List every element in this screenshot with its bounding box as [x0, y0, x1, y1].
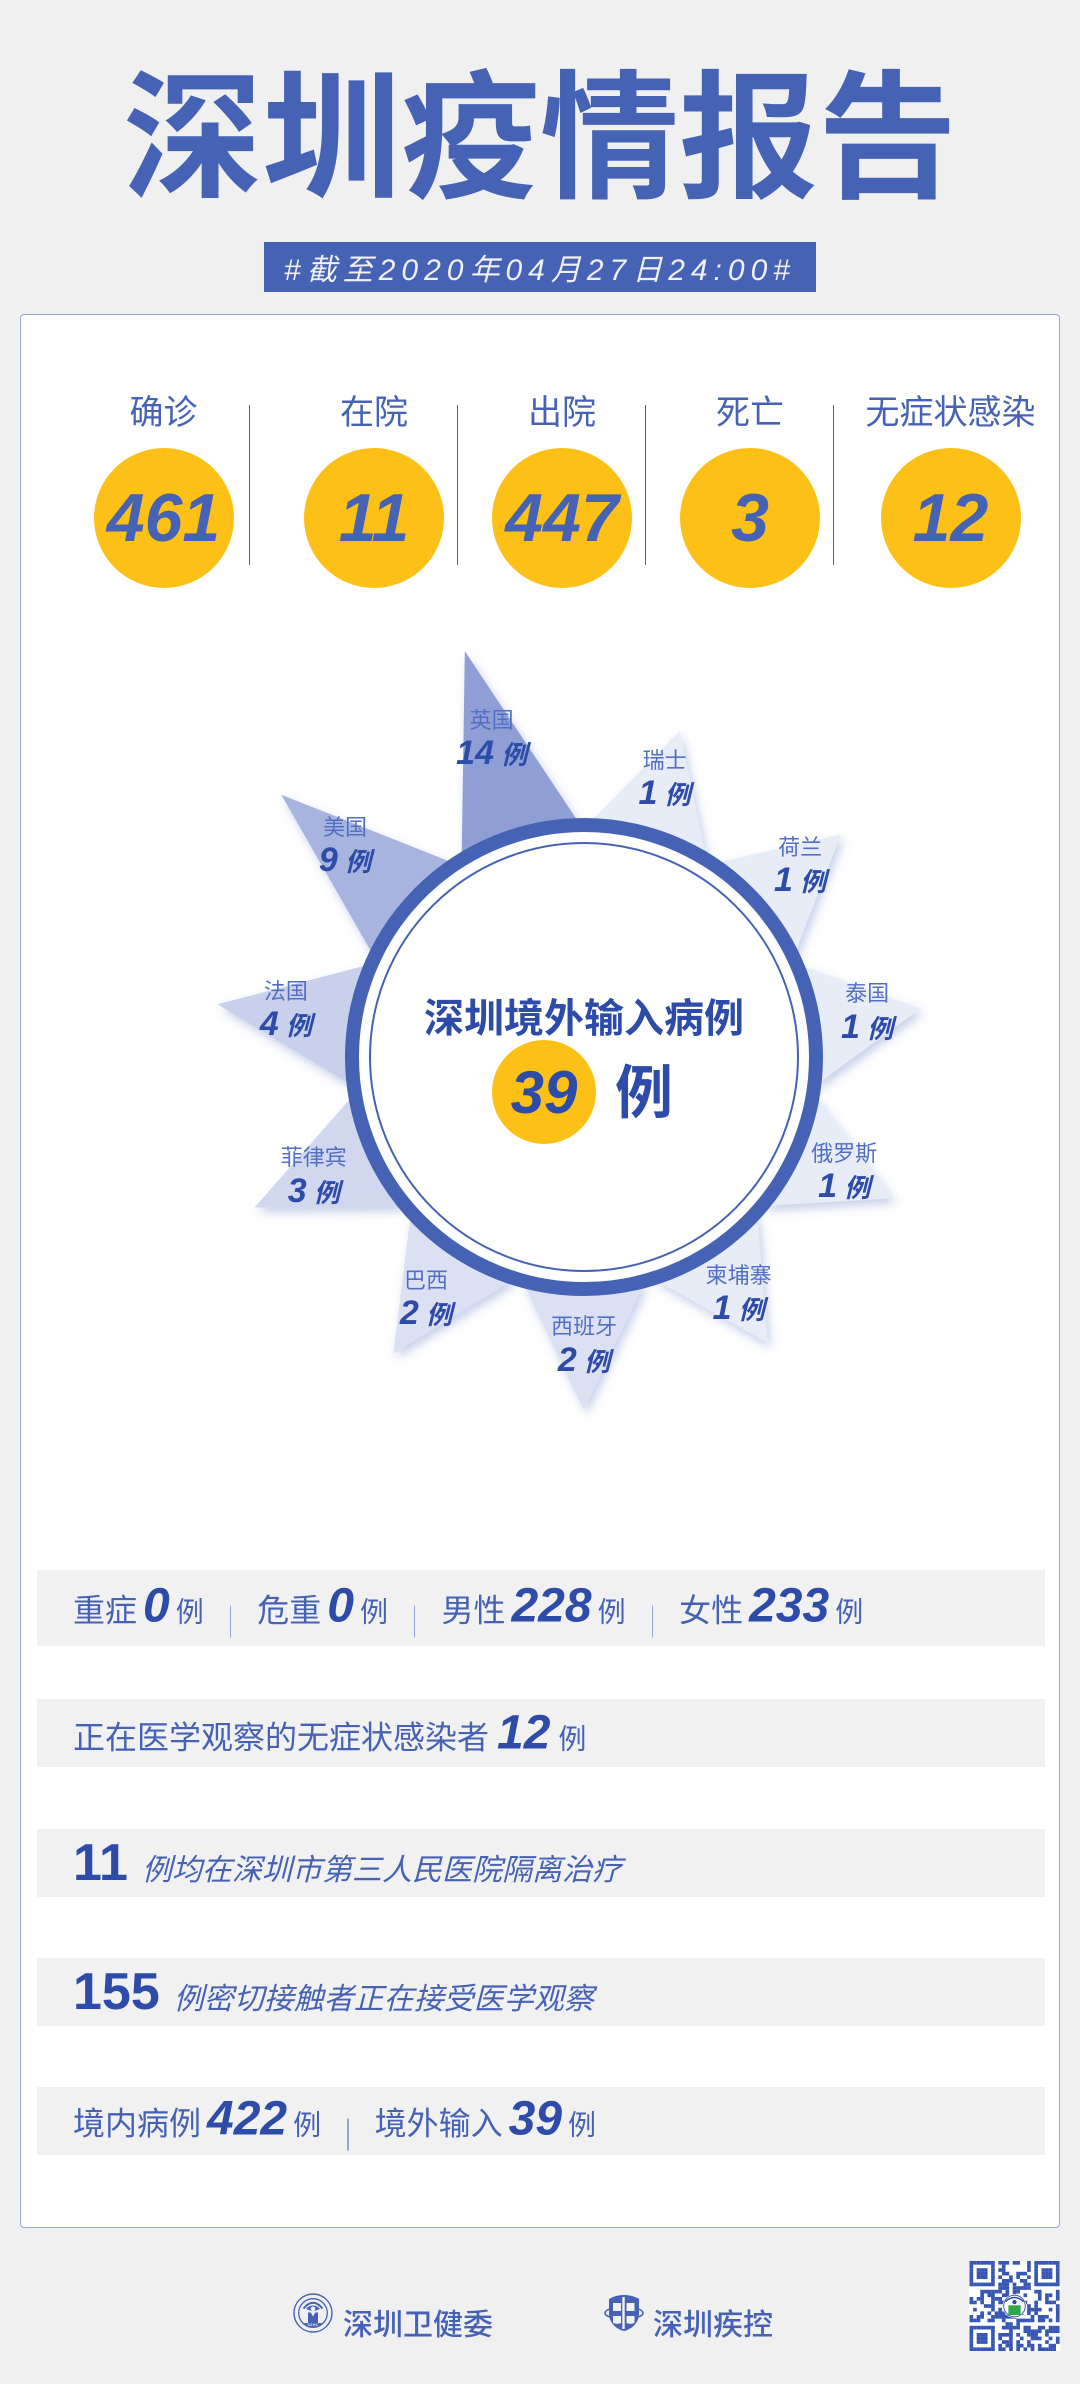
svg-text:深圳境外输入病例: 深圳境外输入病例 — [424, 997, 744, 1041]
svg-text:39: 39 — [511, 1059, 578, 1126]
svg-text:例: 例 — [615, 1061, 673, 1126]
svg-text:SZHC: SZHC — [308, 2323, 319, 2327]
